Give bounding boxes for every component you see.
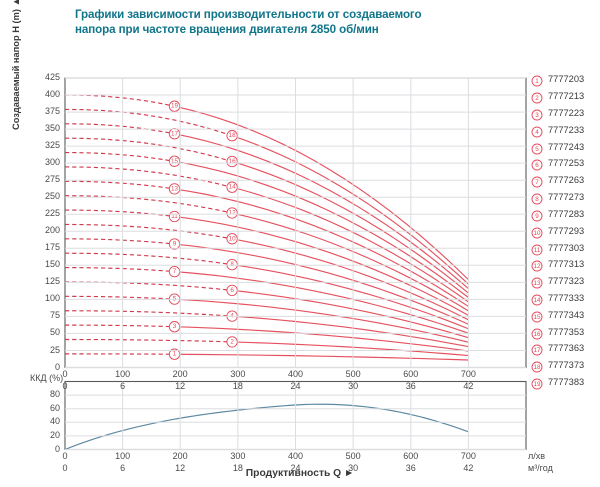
svg-text:2: 2 <box>535 95 539 102</box>
svg-text:7: 7 <box>173 268 177 275</box>
svg-text:15: 15 <box>171 158 179 165</box>
svg-text:18: 18 <box>229 132 237 139</box>
svg-text:3: 3 <box>535 112 539 119</box>
svg-text:15: 15 <box>533 314 541 321</box>
svg-text:3: 3 <box>173 323 177 330</box>
svg-text:12: 12 <box>533 263 541 270</box>
svg-text:10: 10 <box>229 235 237 242</box>
svg-text:4: 4 <box>535 129 539 136</box>
svg-text:18: 18 <box>533 364 541 371</box>
svg-text:6: 6 <box>535 162 539 169</box>
svg-text:1: 1 <box>535 78 539 85</box>
svg-text:14: 14 <box>229 184 237 191</box>
svg-text:11: 11 <box>534 247 541 254</box>
svg-text:7: 7 <box>535 179 539 186</box>
svg-text:6: 6 <box>230 287 234 294</box>
svg-text:1: 1 <box>173 351 177 358</box>
svg-text:19: 19 <box>533 381 541 388</box>
svg-text:17: 17 <box>533 347 541 354</box>
svg-text:2: 2 <box>230 338 234 345</box>
svg-text:5: 5 <box>535 146 539 153</box>
svg-text:10: 10 <box>533 230 541 237</box>
svg-text:8: 8 <box>230 261 234 268</box>
svg-text:14: 14 <box>533 297 541 304</box>
svg-text:16: 16 <box>229 158 237 165</box>
svg-text:13: 13 <box>171 185 179 192</box>
svg-text:19: 19 <box>171 103 179 110</box>
svg-text:8: 8 <box>535 196 539 203</box>
svg-text:13: 13 <box>533 280 541 287</box>
svg-text:12: 12 <box>229 210 237 217</box>
svg-text:9: 9 <box>535 213 539 220</box>
svg-text:16: 16 <box>533 331 541 338</box>
svg-text:9: 9 <box>173 241 177 248</box>
svg-text:17: 17 <box>171 130 179 137</box>
